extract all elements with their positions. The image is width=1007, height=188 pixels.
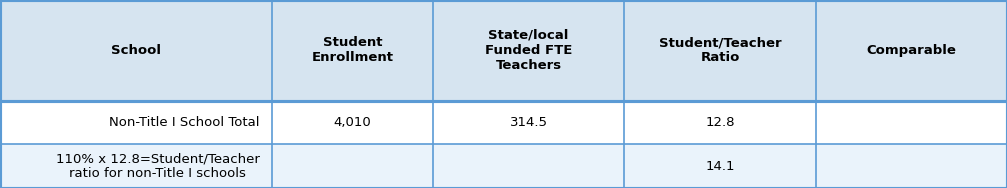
Text: 14.1: 14.1: [705, 159, 735, 173]
Text: Non-Title I School Total: Non-Title I School Total: [110, 116, 260, 129]
Bar: [433, 0, 624, 101]
Bar: [433, 144, 624, 188]
Text: Student
Enrollment: Student Enrollment: [311, 36, 394, 64]
Bar: [0, 144, 272, 188]
Text: Student/Teacher
Ratio: Student/Teacher Ratio: [659, 36, 781, 64]
Bar: [816, 144, 1007, 188]
Text: 314.5: 314.5: [510, 116, 548, 129]
Text: State/local
Funded FTE
Teachers: State/local Funded FTE Teachers: [485, 29, 572, 72]
Bar: [624, 0, 816, 101]
Bar: [816, 101, 1007, 144]
Bar: [624, 144, 816, 188]
Text: 110% x 12.8=Student/Teacher
ratio for non-Title I schools: 110% x 12.8=Student/Teacher ratio for no…: [56, 152, 260, 180]
Bar: [272, 144, 433, 188]
Bar: [433, 101, 624, 144]
Bar: [0, 0, 272, 101]
Text: 4,010: 4,010: [333, 116, 372, 129]
Bar: [816, 0, 1007, 101]
Text: Comparable: Comparable: [866, 44, 957, 57]
Bar: [272, 101, 433, 144]
Text: 12.8: 12.8: [705, 116, 735, 129]
Bar: [0, 101, 272, 144]
Bar: [272, 0, 433, 101]
Text: School: School: [111, 44, 161, 57]
Bar: [624, 101, 816, 144]
